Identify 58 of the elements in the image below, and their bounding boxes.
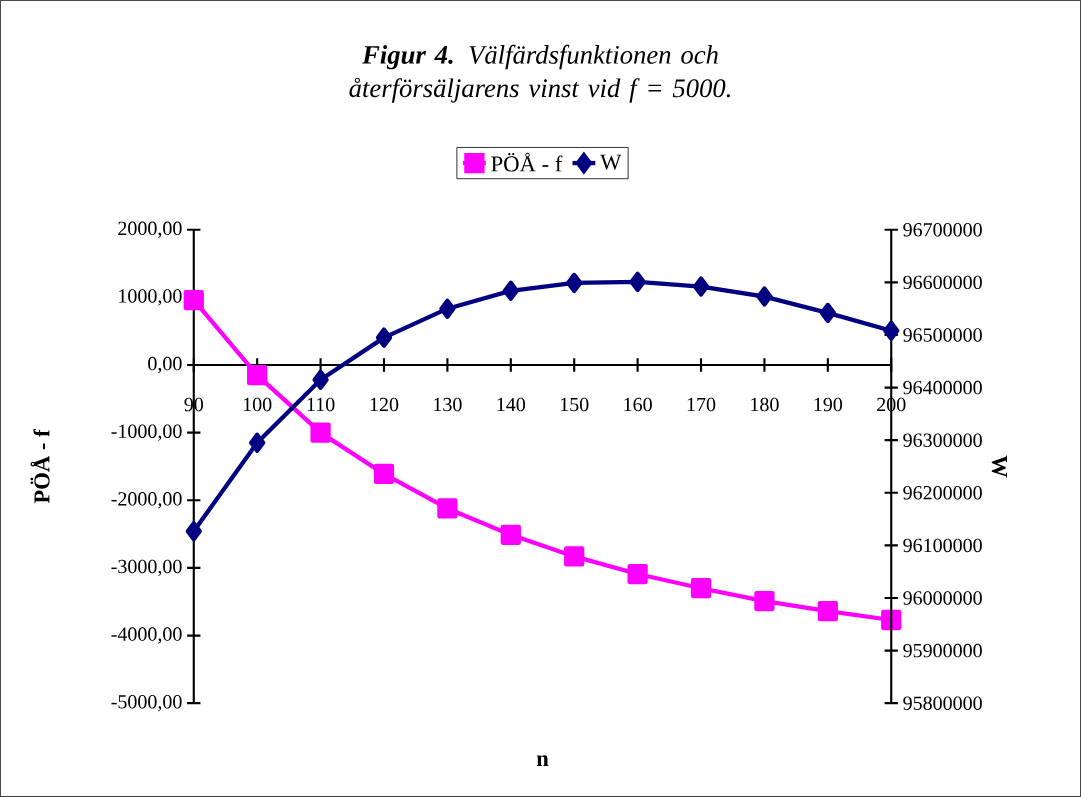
y-tick-label: 2000,00 — [118, 221, 182, 238]
x-tick-label: 170 — [687, 397, 716, 412]
point — [310, 422, 331, 443]
point — [373, 463, 395, 485]
point — [754, 590, 775, 612]
x-tick-label: 120 — [370, 397, 399, 412]
y2-tick-label: 96000000 — [903, 591, 982, 605]
point — [502, 280, 519, 301]
point — [566, 272, 583, 294]
point — [629, 271, 646, 293]
point — [627, 563, 648, 585]
y2-tick-label: 96500000 — [903, 328, 982, 342]
point — [249, 432, 266, 453]
y-tick-label: 1000,00 — [119, 289, 182, 306]
x-tick-label: 130 — [434, 397, 462, 412]
point — [819, 302, 836, 324]
point — [564, 546, 585, 567]
point — [756, 286, 773, 307]
x-tick-label: 100 — [243, 397, 272, 412]
y-tick-label: -1000,00 — [111, 424, 182, 441]
point — [881, 609, 902, 631]
legend-label: PÖÅ - f — [491, 152, 563, 172]
y2-tick-label: 96200000 — [903, 486, 982, 500]
y2-tick-label: 96300000 — [903, 433, 982, 447]
point — [690, 578, 712, 599]
point — [183, 289, 204, 311]
y2-tick-label: 96400000 — [903, 380, 982, 395]
y2-tick-label: 95800000 — [903, 696, 982, 710]
point — [437, 498, 458, 519]
y2-tick-label: 95900000 — [903, 643, 982, 658]
point — [375, 327, 393, 348]
x-tick-label: 180 — [751, 397, 779, 412]
x-tick-label: 110 — [307, 397, 335, 412]
y-tick-label: -5000,00 — [111, 695, 182, 712]
point — [500, 524, 521, 545]
point — [692, 276, 710, 297]
chart-title: Figur 4. Välfärdsfunktionen och återförsäljarens vinst vid f = 5000. — [349, 44, 730, 103]
x-tick-label: 150 — [560, 397, 589, 412]
legend-label: W — [600, 154, 622, 170]
y-tick-label: 0,00 — [148, 356, 182, 374]
x-axis-title: n — [536, 755, 549, 766]
point — [817, 601, 838, 622]
x-tick-label: 190 — [814, 397, 843, 412]
y2-tick-label: 96600000 — [903, 275, 982, 290]
point — [185, 521, 202, 542]
y2-tick-label: 96100000 — [903, 538, 982, 553]
x-tick-label: 140 — [497, 397, 526, 412]
point — [247, 365, 268, 386]
y-tick-label: -4000,00 — [111, 627, 182, 644]
point — [439, 298, 456, 319]
x-tick-label: 160 — [624, 397, 652, 412]
y-tick-label: -2000,00 — [111, 492, 182, 509]
point — [883, 320, 900, 341]
y2-tick-label: 96700000 — [903, 223, 982, 237]
y-tick-label: -3000,00 — [111, 559, 182, 577]
y-axis-title: PÖÅ - f — [30, 429, 50, 504]
y2-axis-title: W — [991, 455, 1007, 478]
point — [312, 369, 329, 390]
